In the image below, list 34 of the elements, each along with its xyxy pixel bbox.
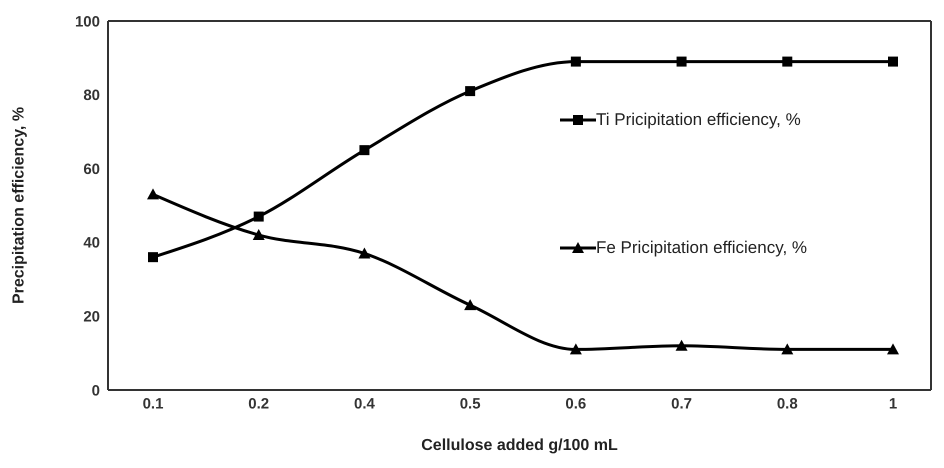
x-tick-label: 0.2 [248,396,270,413]
x-tick-label: 0.6 [565,396,586,413]
point [254,212,264,222]
point [358,247,370,258]
legend-label: Fe Pricipitation efficiency, % [596,238,808,258]
point [147,188,159,200]
point [148,252,158,262]
y-axis-title: Precipitation efficiency, % [10,106,28,304]
y-tick-label: 20 [83,308,100,326]
x-tick-label: 0.1 [142,396,164,413]
point [676,340,688,351]
point [782,56,792,67]
y-tick-label: 0 [92,382,100,400]
y-tick-label: 40 [83,234,100,252]
point [888,56,898,67]
x-tick-label: 0.8 [776,396,798,413]
y-tick-label: 100 [74,13,100,30]
point [252,229,265,240]
point [359,145,370,156]
point [676,56,687,67]
x-tick-label: 0.5 [460,396,481,413]
point [887,343,899,354]
point [570,56,581,67]
x-tick-label: 0.7 [671,396,692,413]
point [781,343,794,354]
point [465,86,476,96]
x-tick-label: 1 [888,396,898,413]
y-tick-label: 60 [83,160,100,178]
x-tick-label: 0.4 [354,396,376,413]
point [464,299,476,310]
point [570,343,582,354]
y-tick-label: 80 [83,87,100,104]
legend-label: Ti Pricipitation efficiency, % [596,110,801,130]
x-axis-title: Cellulose added g/100 mL [421,437,618,454]
